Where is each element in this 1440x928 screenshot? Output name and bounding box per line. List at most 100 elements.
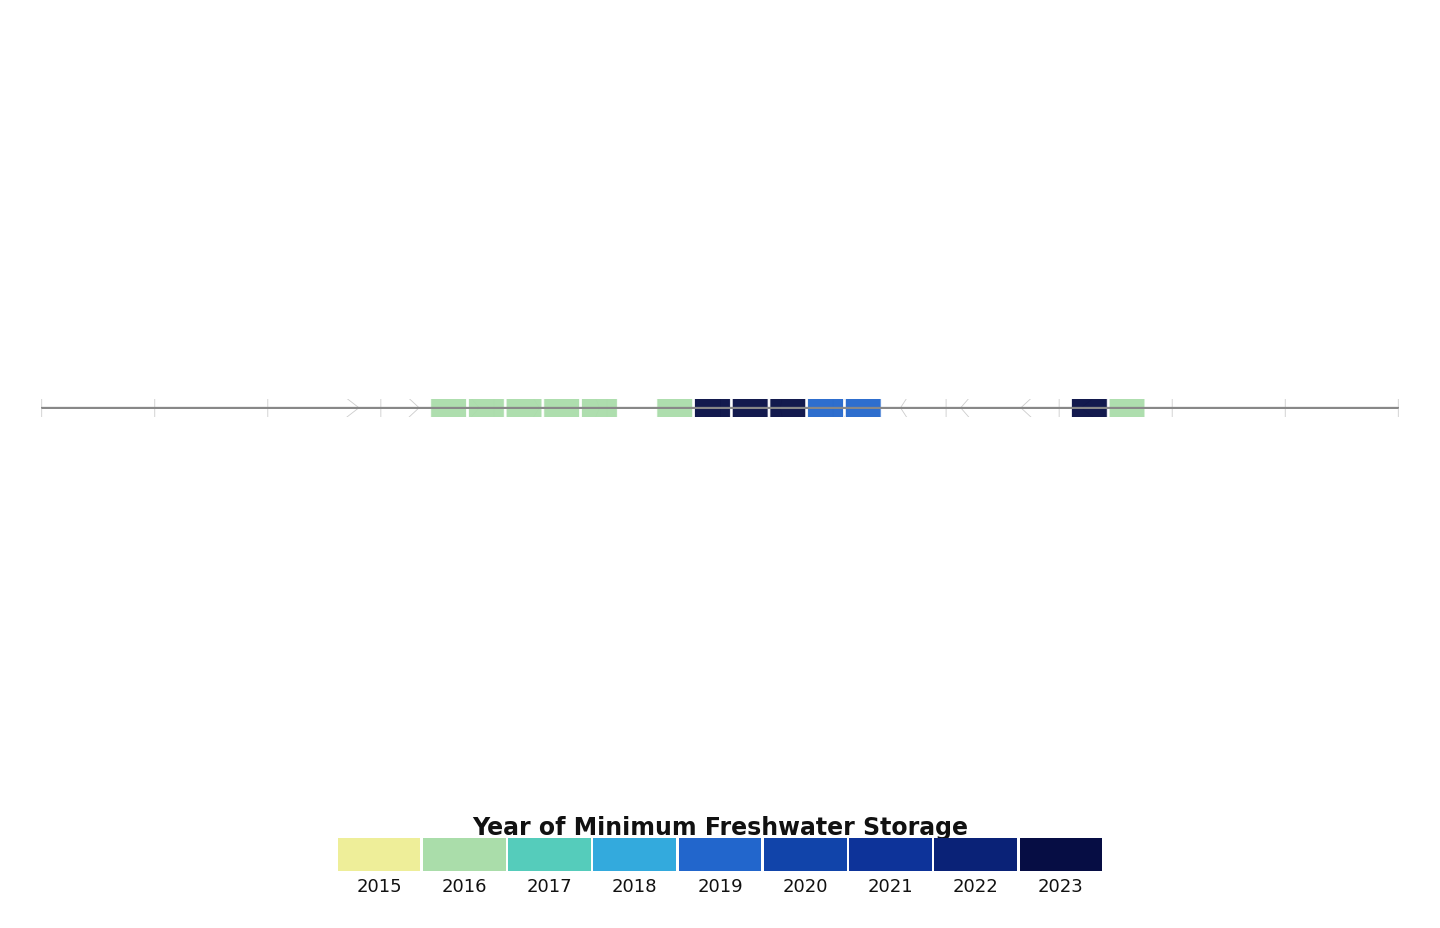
Polygon shape <box>1044 305 1110 344</box>
Polygon shape <box>321 120 363 155</box>
Polygon shape <box>786 264 822 303</box>
Polygon shape <box>1066 157 1112 195</box>
Polygon shape <box>783 120 819 155</box>
Polygon shape <box>913 197 958 228</box>
Polygon shape <box>243 305 320 344</box>
Polygon shape <box>366 157 410 195</box>
Polygon shape <box>1102 157 1148 195</box>
Polygon shape <box>1102 622 1148 660</box>
Polygon shape <box>793 230 831 263</box>
FancyBboxPatch shape <box>850 838 932 870</box>
Polygon shape <box>1083 588 1135 620</box>
Polygon shape <box>844 86 881 118</box>
Polygon shape <box>560 120 598 155</box>
Polygon shape <box>292 157 338 195</box>
Polygon shape <box>259 230 318 263</box>
Polygon shape <box>1030 157 1074 195</box>
Polygon shape <box>235 197 289 228</box>
Polygon shape <box>1048 197 1099 228</box>
Polygon shape <box>1151 120 1192 155</box>
Polygon shape <box>1116 197 1169 228</box>
Polygon shape <box>495 554 540 586</box>
Polygon shape <box>635 120 671 155</box>
Polygon shape <box>901 264 949 303</box>
Polygon shape <box>657 65 693 747</box>
Polygon shape <box>428 230 477 263</box>
Polygon shape <box>1109 65 1145 747</box>
Polygon shape <box>746 662 782 697</box>
Polygon shape <box>513 305 559 344</box>
Polygon shape <box>98 120 143 155</box>
Text: 2022: 2022 <box>953 877 998 895</box>
Polygon shape <box>920 230 965 263</box>
Polygon shape <box>785 699 821 730</box>
Polygon shape <box>181 157 232 195</box>
Polygon shape <box>225 230 287 263</box>
Polygon shape <box>968 305 1025 344</box>
Polygon shape <box>808 65 844 747</box>
Polygon shape <box>377 197 425 228</box>
Polygon shape <box>747 699 783 730</box>
Polygon shape <box>471 662 510 697</box>
Polygon shape <box>948 197 992 228</box>
Polygon shape <box>1014 230 1067 263</box>
Polygon shape <box>779 197 815 228</box>
Polygon shape <box>825 230 864 263</box>
Text: Year of Minimum Freshwater Storage: Year of Minimum Freshwater Storage <box>472 816 968 840</box>
Polygon shape <box>495 230 540 263</box>
Polygon shape <box>431 65 467 747</box>
Polygon shape <box>994 305 1054 344</box>
Polygon shape <box>356 86 395 118</box>
Polygon shape <box>1008 86 1047 118</box>
Polygon shape <box>341 197 392 228</box>
Polygon shape <box>880 197 922 228</box>
Polygon shape <box>1018 305 1081 344</box>
Polygon shape <box>657 86 693 118</box>
Polygon shape <box>157 230 225 263</box>
Polygon shape <box>285 120 327 155</box>
Polygon shape <box>431 699 469 730</box>
Polygon shape <box>259 264 325 303</box>
Polygon shape <box>1004 120 1044 155</box>
Polygon shape <box>272 305 346 344</box>
Polygon shape <box>173 120 216 155</box>
Polygon shape <box>1074 264 1138 303</box>
Polygon shape <box>816 622 855 660</box>
Polygon shape <box>822 699 858 730</box>
Polygon shape <box>888 157 927 195</box>
FancyBboxPatch shape <box>593 838 677 870</box>
Polygon shape <box>1077 230 1135 263</box>
Polygon shape <box>845 65 881 747</box>
Polygon shape <box>541 264 585 303</box>
Polygon shape <box>891 305 939 344</box>
Polygon shape <box>710 120 744 155</box>
Polygon shape <box>448 588 492 620</box>
Polygon shape <box>1172 622 1221 660</box>
Polygon shape <box>1083 86 1122 118</box>
Polygon shape <box>583 662 621 697</box>
Text: 2017: 2017 <box>527 877 572 895</box>
Polygon shape <box>860 699 896 730</box>
Polygon shape <box>135 120 180 155</box>
Polygon shape <box>1138 622 1185 660</box>
Polygon shape <box>770 65 806 747</box>
Polygon shape <box>582 86 618 118</box>
Polygon shape <box>582 699 618 730</box>
Polygon shape <box>1083 197 1135 228</box>
Polygon shape <box>109 157 161 195</box>
Polygon shape <box>468 65 504 747</box>
Polygon shape <box>672 120 708 155</box>
Polygon shape <box>439 157 481 195</box>
FancyBboxPatch shape <box>1020 838 1103 870</box>
Polygon shape <box>769 86 805 118</box>
Polygon shape <box>1017 264 1074 303</box>
Polygon shape <box>1187 662 1230 697</box>
Polygon shape <box>710 197 744 228</box>
Polygon shape <box>959 157 1001 195</box>
Polygon shape <box>412 197 459 228</box>
Polygon shape <box>1071 65 1107 747</box>
Polygon shape <box>847 197 886 228</box>
Polygon shape <box>1045 230 1100 263</box>
Polygon shape <box>469 86 507 118</box>
FancyBboxPatch shape <box>337 838 420 870</box>
